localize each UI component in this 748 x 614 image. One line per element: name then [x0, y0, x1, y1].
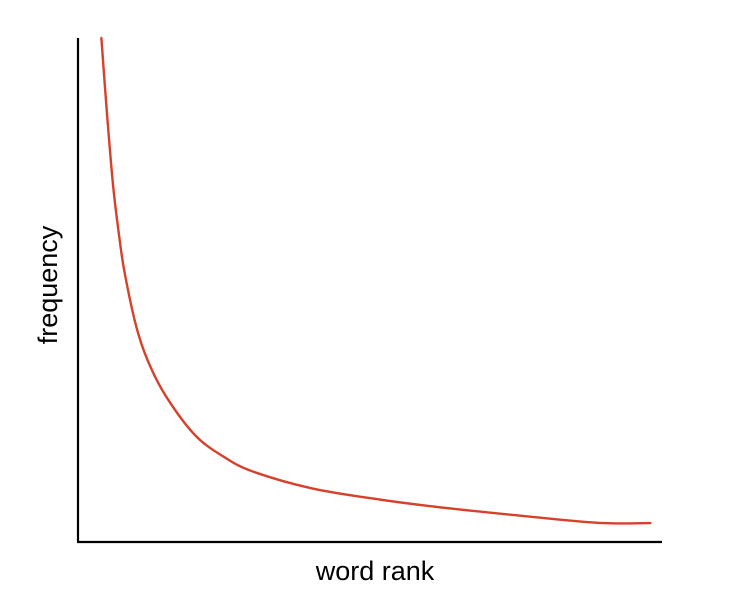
y-axis-label: frequency — [33, 225, 63, 344]
x-axis-label: word rank — [315, 556, 435, 586]
series-layer — [100, 36, 652, 525]
axes — [76, 38, 662, 544]
series-line-0 — [100, 36, 652, 525]
